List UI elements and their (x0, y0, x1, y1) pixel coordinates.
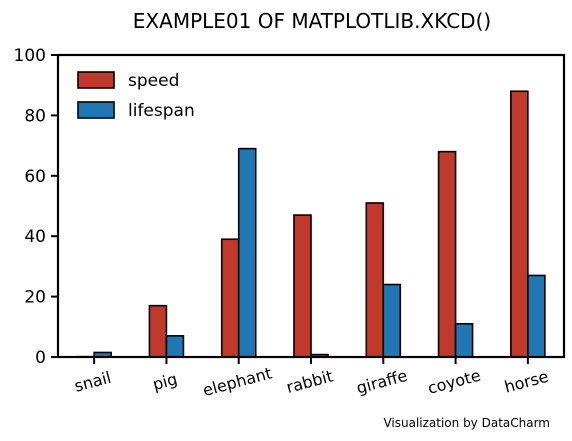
legend-label-lifespan: lifespan (128, 101, 195, 121)
y-tick-label: 40 (24, 227, 46, 247)
x-tick-label: horse (502, 367, 550, 397)
legend-label-speed: speed (128, 71, 179, 91)
bar-speed-horse (510, 90, 529, 358)
bar-lifespan-pig (165, 335, 185, 358)
y-tick-label: 0 (35, 348, 46, 368)
y-tick-label: 100 (14, 46, 46, 66)
x-tick-label: pig (151, 369, 180, 394)
x-tick-label: rabbit (284, 366, 335, 397)
y-tick-label: 60 (24, 167, 46, 187)
bar-speed-giraffe (365, 202, 385, 358)
legend-swatch-speed (77, 71, 115, 89)
bars (76, 90, 546, 358)
legend-swatch-lifespan (77, 101, 115, 119)
y-axis: 0 20 40 60 80 100 (14, 46, 58, 368)
bar-lifespan-coyote (454, 322, 474, 358)
x-tick-label: snail (72, 368, 113, 396)
bar-lifespan-giraffe (382, 283, 402, 358)
y-tick-label: 80 (24, 106, 46, 126)
x-tick-label: elephant (201, 363, 274, 400)
bar-lifespan-elephant (237, 147, 257, 358)
plot-frame (56, 53, 566, 359)
x-tick-label: giraffe (354, 366, 409, 398)
bar-speed-coyote (437, 150, 457, 358)
legend: speed lifespan (77, 71, 195, 121)
credit-annotation: Visualization by DataCharm (383, 416, 550, 430)
bar-speed-elephant (220, 238, 240, 358)
x-tick-label: coyote (426, 366, 483, 398)
bar-lifespan-horse (527, 274, 546, 358)
x-axis: snail pig elephant rabbit giraffe coyote horse (72, 357, 550, 400)
y-tick-label: 20 (24, 288, 46, 308)
chart-title: EXAMPLE01 OF MATPLOTLIB.XKCD() (133, 9, 491, 33)
bar-speed-rabbit (293, 214, 312, 358)
bar-speed-pig (148, 304, 168, 358)
